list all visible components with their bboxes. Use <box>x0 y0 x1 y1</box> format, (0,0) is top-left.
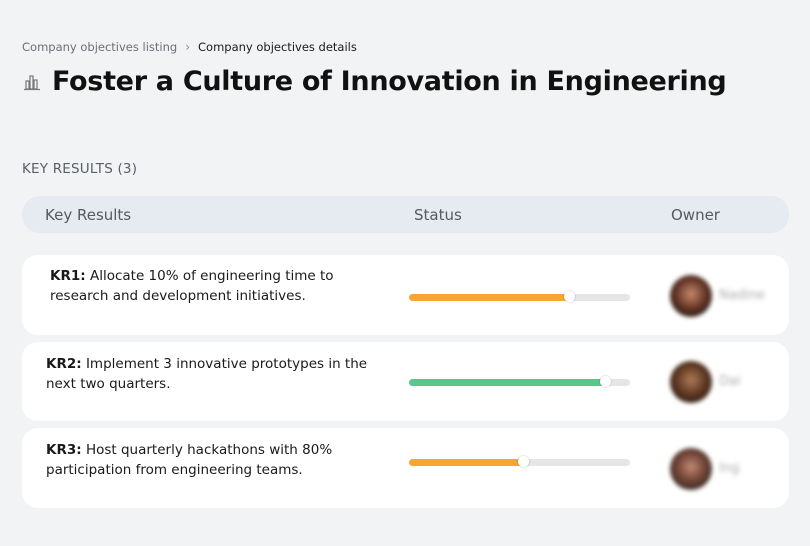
owner-name: Ing <box>719 461 740 476</box>
column-header-status: Status <box>414 206 462 224</box>
breadcrumb-separator: › <box>185 40 191 54</box>
table-header: Key Results Status Owner <box>22 196 789 233</box>
key-result-description: Allocate 10% of engineering time to rese… <box>50 268 334 304</box>
progress-fill <box>409 459 524 466</box>
key-result-text: KR1: Allocate 10% of engineering time to… <box>50 266 390 306</box>
progress-slider[interactable] <box>409 376 630 387</box>
owner-name: Dai <box>719 374 741 389</box>
key-result-id: KR1: <box>50 268 86 284</box>
progress-slider[interactable] <box>409 291 630 302</box>
key-result-id: KR2: <box>46 356 82 372</box>
owner-avatar <box>670 448 712 490</box>
key-result-text: KR3: Host quarterly hackathons with 80% … <box>46 440 386 480</box>
key-results-section-label: KEY RESULTS (3) <box>22 161 138 177</box>
buildings-icon <box>24 74 40 90</box>
owner-avatar <box>670 275 712 317</box>
owner-name: Nadine <box>719 288 765 303</box>
key-result-description: Host quarterly hackathons with 80% parti… <box>46 442 333 478</box>
breadcrumb-current: Company objectives details <box>198 40 357 54</box>
title-row: Foster a Culture of Innovation in Engine… <box>22 66 727 97</box>
column-header-owner: Owner <box>671 206 720 224</box>
key-result-text: KR2: Implement 3 innovative prototypes i… <box>46 354 386 394</box>
breadcrumb: Company objectives listing › Company obj… <box>22 40 357 54</box>
key-result-row[interactable]: KR3: Host quarterly hackathons with 80% … <box>22 428 789 508</box>
progress-knob[interactable] <box>564 291 576 302</box>
key-result-description: Implement 3 innovative prototypes in the… <box>46 356 368 392</box>
key-result-row[interactable]: KR2: Implement 3 innovative prototypes i… <box>22 342 789 421</box>
progress-slider[interactable] <box>409 456 630 467</box>
progress-fill <box>409 379 606 386</box>
page-title: Foster a Culture of Innovation in Engine… <box>52 66 727 97</box>
progress-fill <box>409 294 571 301</box>
owner-avatar <box>670 361 712 403</box>
key-result-row[interactable]: KR1: Allocate 10% of engineering time to… <box>22 255 789 335</box>
breadcrumb-parent-link[interactable]: Company objectives listing <box>22 40 178 54</box>
column-header-key-results: Key Results <box>45 206 132 224</box>
key-result-id: KR3: <box>46 442 82 458</box>
progress-knob[interactable] <box>517 456 529 467</box>
progress-knob[interactable] <box>599 376 611 387</box>
